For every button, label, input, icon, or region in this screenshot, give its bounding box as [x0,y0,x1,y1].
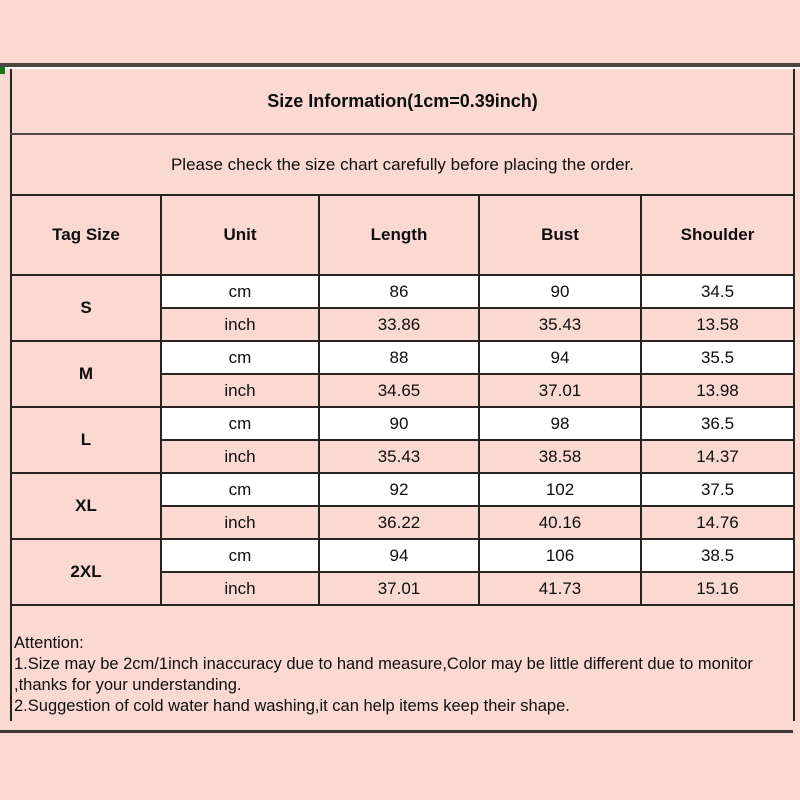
table-row: Size Information(1cm=0.39inch) [10,69,795,135]
unit-cell: inch [160,307,320,342]
attention-line-2: ,thanks for your understanding. [14,676,242,694]
value-cell: 35.43 [318,439,480,474]
size-label-l: L [10,406,162,474]
size-label-m: M [10,340,162,408]
attention-heading: Attention: [14,634,84,652]
value-cell: 40.16 [478,505,642,540]
col-header-unit: Unit [160,194,320,276]
green-corner-mark-icon [0,67,5,74]
value-cell: 94 [318,538,480,573]
value-cell: 36.22 [318,505,480,540]
attention-line-3: 2.Suggestion of cold water hand washing,… [14,697,570,715]
unit-cell: cm [160,406,320,441]
col-header-length: Length [318,194,480,276]
table-row: L cm 90 98 36.5 [10,406,795,474]
table-row: inch 33.86 35.43 13.58 [11,307,795,342]
value-cell: 14.37 [640,439,795,474]
table-row: inch 37.01 41.73 15.16 [11,571,795,606]
value-cell: 33.86 [318,307,480,342]
value-cell: 88 [318,340,480,375]
value-cell: 38.5 [640,538,795,573]
value-cell: 34.5 [640,274,795,309]
value-cell: 90 [318,406,480,441]
value-cell: 37.01 [478,373,642,408]
value-cell: 36.5 [640,406,795,441]
size-chart-table: Size Information(1cm=0.39inch) Please ch… [10,69,795,721]
size-label-2xl: 2XL [10,538,162,606]
table-row: M cm 88 94 35.5 [10,340,795,408]
value-cell: 14.76 [640,505,795,540]
value-cell: 41.73 [478,571,642,606]
unit-cell: cm [160,340,320,375]
col-header-tag-size: Tag Size [10,194,162,276]
size-label-s: S [10,274,162,342]
page-subtitle: Please check the size chart carefully be… [10,133,795,196]
value-cell: 13.58 [640,307,795,342]
table-row: Attention: 1.Size may be 2cm/1inch inacc… [10,604,795,721]
top-divider-line [0,63,800,67]
table-row: inch 35.43 38.58 14.37 [11,439,795,474]
unit-cell: cm [160,472,320,507]
value-cell: 98 [478,406,642,441]
value-cell: 90 [478,274,642,309]
table-row: inch 34.65 37.01 13.98 [11,373,795,408]
value-cell: 106 [478,538,642,573]
unit-cell: inch [160,571,320,606]
size-label-xl: XL [10,472,162,540]
unit-cell: inch [160,505,320,540]
value-cell: 34.65 [318,373,480,408]
table-row: XL cm 92 102 37.5 [10,472,795,540]
table-row: S cm 86 90 34.5 [10,274,795,342]
table-row: inch 36.22 40.16 14.76 [11,505,795,540]
unit-cell: cm [160,538,320,573]
table-row: 2XL cm 94 106 38.5 [10,538,795,606]
unit-cell: inch [160,373,320,408]
value-cell: 38.58 [478,439,642,474]
table-header-row: Tag Size Unit Length Bust Shoulder [10,194,795,276]
value-cell: 102 [478,472,642,507]
value-cell: 37.5 [640,472,795,507]
unit-cell: cm [160,274,320,309]
value-cell: 13.98 [640,373,795,408]
top-divider-highlight [0,67,800,69]
value-cell: 35.43 [478,307,642,342]
unit-cell: inch [160,439,320,474]
page-title: Size Information(1cm=0.39inch) [10,69,795,135]
value-cell: 37.01 [318,571,480,606]
col-header-bust: Bust [478,194,642,276]
value-cell: 86 [318,274,480,309]
attention-text: Attention: 1.Size may be 2cm/1inch inacc… [13,633,792,721]
bottom-divider-line [0,730,793,733]
attention-note: Attention: 1.Size may be 2cm/1inch inacc… [10,604,795,721]
value-cell: 35.5 [640,340,795,375]
value-cell: 92 [318,472,480,507]
value-cell: 94 [478,340,642,375]
value-cell: 15.16 [640,571,795,606]
attention-line-1: 1.Size may be 2cm/1inch inaccuracy due t… [14,655,753,673]
col-header-shoulder: Shoulder [640,194,795,276]
table-row: Please check the size chart carefully be… [10,133,795,196]
